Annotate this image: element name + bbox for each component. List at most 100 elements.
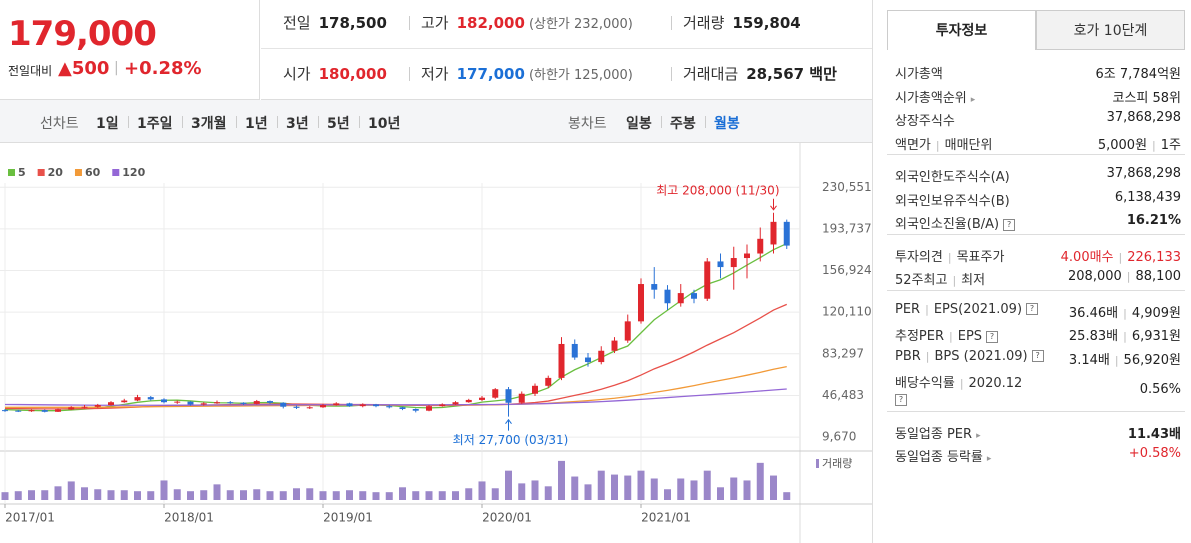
volume-bar (81, 487, 88, 500)
candle-body (677, 293, 684, 304)
label-part: 상장주식수 (895, 114, 955, 129)
info-value: 6조 7,784억원 (1096, 63, 1182, 82)
candle-tab[interactable]: 월봉 (714, 116, 740, 132)
separator: | (925, 349, 930, 363)
legend-label: 120 (122, 166, 145, 179)
side-tab[interactable]: 투자정보 (887, 10, 1036, 50)
info-value: 5,000원 | 1주 (1098, 134, 1181, 153)
value-part: 88,100 (1135, 269, 1182, 284)
candle-body (187, 401, 194, 405)
more-arrow: ▸ (970, 94, 976, 105)
separator (318, 116, 319, 128)
separator: | (952, 274, 957, 287)
volume-bar (399, 487, 406, 500)
value-part: 코스피 58위 (1112, 90, 1181, 106)
current-price: 179,000 (8, 14, 157, 54)
volume-bar (624, 475, 632, 500)
separator: | (949, 330, 953, 343)
volume-bar (134, 491, 141, 500)
value-part: 4.00매수 (1060, 249, 1114, 265)
separator: | (947, 250, 952, 264)
volume-bar (28, 490, 35, 500)
candle-body (611, 340, 618, 351)
legend-swatch (37, 169, 45, 176)
info-value: 28,567 백만 (746, 65, 837, 83)
volume-bar (372, 492, 380, 500)
separator: | (1114, 353, 1119, 367)
volume-bar (346, 490, 353, 500)
candle-body (744, 253, 750, 259)
candle-body (704, 261, 711, 299)
chart: 9,670 46,483 83,297 120,110 156,924 193,737 23… (0, 143, 872, 543)
volume-bar (730, 477, 738, 500)
period-tab[interactable]: 1주일 (137, 116, 173, 132)
volume-bar (319, 491, 327, 500)
candle-body (28, 410, 35, 412)
period-tab[interactable]: 10년 (368, 116, 401, 132)
period-tab[interactable]: 5년 (327, 116, 350, 132)
period-tab[interactable]: 1일 (96, 116, 119, 132)
period-tab[interactable]: 3년 (286, 116, 309, 132)
candle-body (439, 404, 446, 407)
volume-bar (677, 478, 685, 500)
candle-body (479, 397, 485, 400)
annotation: 최저 27,700 (03/31) (453, 433, 569, 447)
candle-tab[interactable]: 일봉 (626, 116, 652, 132)
candle-body (41, 410, 48, 412)
volume-bar (253, 489, 261, 500)
volume-bar (690, 480, 698, 500)
volume-bar (611, 474, 618, 500)
y-tick-label: 83,297 (822, 346, 864, 360)
info-value: 6,138,439 (1115, 190, 1181, 205)
x-tick-label: 2019/01 (323, 511, 373, 525)
tab-group-label: 선차트 (40, 116, 79, 132)
candle-body (174, 401, 181, 403)
period-tab[interactable]: 1년 (245, 116, 268, 132)
volume-bar (173, 489, 181, 500)
help-icon: ? (986, 330, 999, 343)
info-label: 시가총액 (895, 63, 943, 82)
label-part: 동일업종 등락률 (895, 450, 983, 465)
side-tab[interactable]: 호가 10단계 (1036, 10, 1185, 50)
candle-body (558, 343, 565, 378)
candle-body (505, 389, 512, 403)
candle-body (214, 402, 220, 404)
info-label: 동일업종 PER ▸ (895, 423, 981, 442)
label-part: EPS(2021.09) (933, 301, 1023, 317)
volume-bar (783, 492, 791, 500)
info-item: 시가 180,000 (283, 63, 387, 84)
value-part: 208,000 (1068, 269, 1122, 284)
label-part: 매매단위 (944, 137, 993, 153)
volume-bar (240, 490, 247, 500)
volume-bar (478, 481, 486, 500)
candle-body (359, 404, 366, 407)
separator: | (1126, 270, 1131, 283)
candle-body (426, 406, 432, 411)
label-part: BPS (2021.09) (934, 348, 1028, 364)
annotation: 최고 208,000 (11/30) (656, 183, 779, 197)
info-item: 저가 177,000 (하한가 125,000) (421, 63, 633, 84)
separator: | (114, 60, 119, 76)
candle-body (134, 397, 141, 401)
volume-bar (756, 462, 764, 500)
info-value: 180,000 (318, 65, 387, 83)
help-icon: ? (1003, 218, 1016, 231)
value-part: 25.83배 (1068, 329, 1119, 344)
info-value: 11.43배 (1128, 423, 1181, 442)
candle-body (147, 397, 154, 400)
info-label: 배당수익률 | 2020.12 (895, 372, 1022, 391)
candle-body (598, 350, 605, 363)
candle-body (518, 393, 525, 403)
value-part: 3.14배 (1068, 352, 1110, 368)
candle-body (730, 258, 737, 268)
candle-body (664, 289, 671, 304)
separator (671, 67, 672, 81)
label-part: 52주최고 (895, 273, 948, 288)
candle-tab[interactable]: 주봉 (670, 116, 696, 132)
y-tick-label: 46,483 (822, 388, 864, 402)
info-label: 시가총액순위 ▸ (895, 87, 975, 106)
period-tab[interactable]: 3개월 (191, 116, 227, 132)
volume-bar (226, 490, 234, 500)
price-box: 179,000 전일대비 ▲500 | +0.28% (0, 0, 260, 100)
